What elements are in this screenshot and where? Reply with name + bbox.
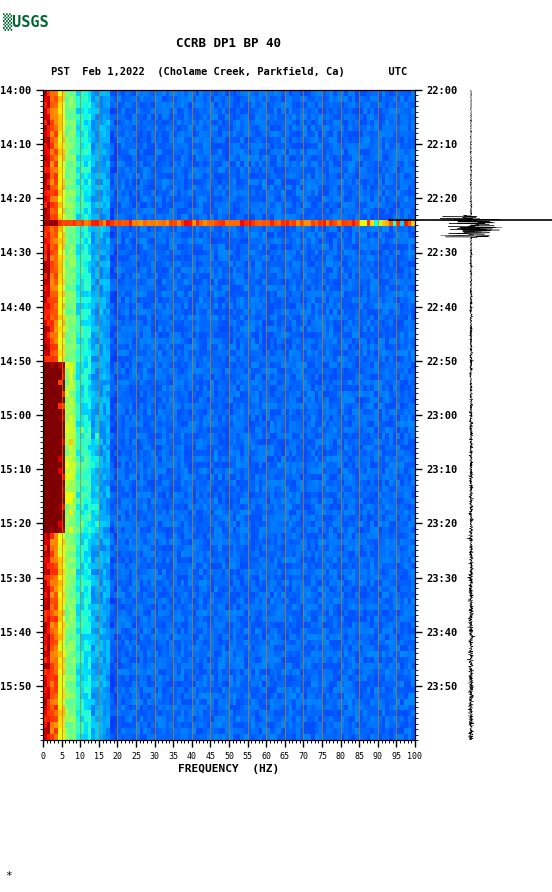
Text: PST  Feb 1,2022  (Cholame Creek, Parkfield, Ca)       UTC: PST Feb 1,2022 (Cholame Creek, Parkfield…	[51, 67, 407, 77]
X-axis label: FREQUENCY  (HZ): FREQUENCY (HZ)	[178, 764, 280, 773]
Text: *: *	[6, 871, 12, 880]
Text: ▒USGS: ▒USGS	[3, 13, 49, 31]
Text: CCRB DP1 BP 40: CCRB DP1 BP 40	[177, 37, 282, 50]
